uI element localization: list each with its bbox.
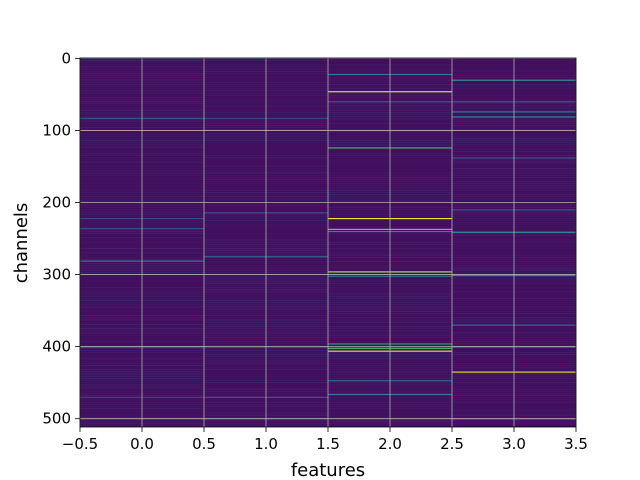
y-tick-label: 400 [42,338,71,356]
x-tick-label: 3.5 [564,435,588,453]
x-tick-label: 3.0 [502,435,526,453]
y-tick-label: 0 [61,49,71,67]
x-axis-label: features [291,460,365,480]
x-tick-label: 0.5 [192,435,216,453]
y-axis-label: channels [11,203,32,284]
x-tick-label: 1.5 [316,435,340,453]
axes: −0.5 0.0 0.5 1.0 1.5 2.0 2.5 3.0 3.5 0 100 200 300 40… [42,49,588,453]
x-tick-label: 1.0 [254,435,278,453]
y-tick-label: 200 [42,194,71,212]
x-tick-label: −0.5 [62,435,98,453]
y-tick-label: 500 [42,410,71,428]
y-tick-label: 100 [42,121,71,139]
x-tick-label: 2.5 [440,435,464,453]
x-tick-label: 2.0 [378,435,402,453]
y-tick-label: 300 [42,266,71,284]
x-tick-label: 0.0 [130,435,154,453]
